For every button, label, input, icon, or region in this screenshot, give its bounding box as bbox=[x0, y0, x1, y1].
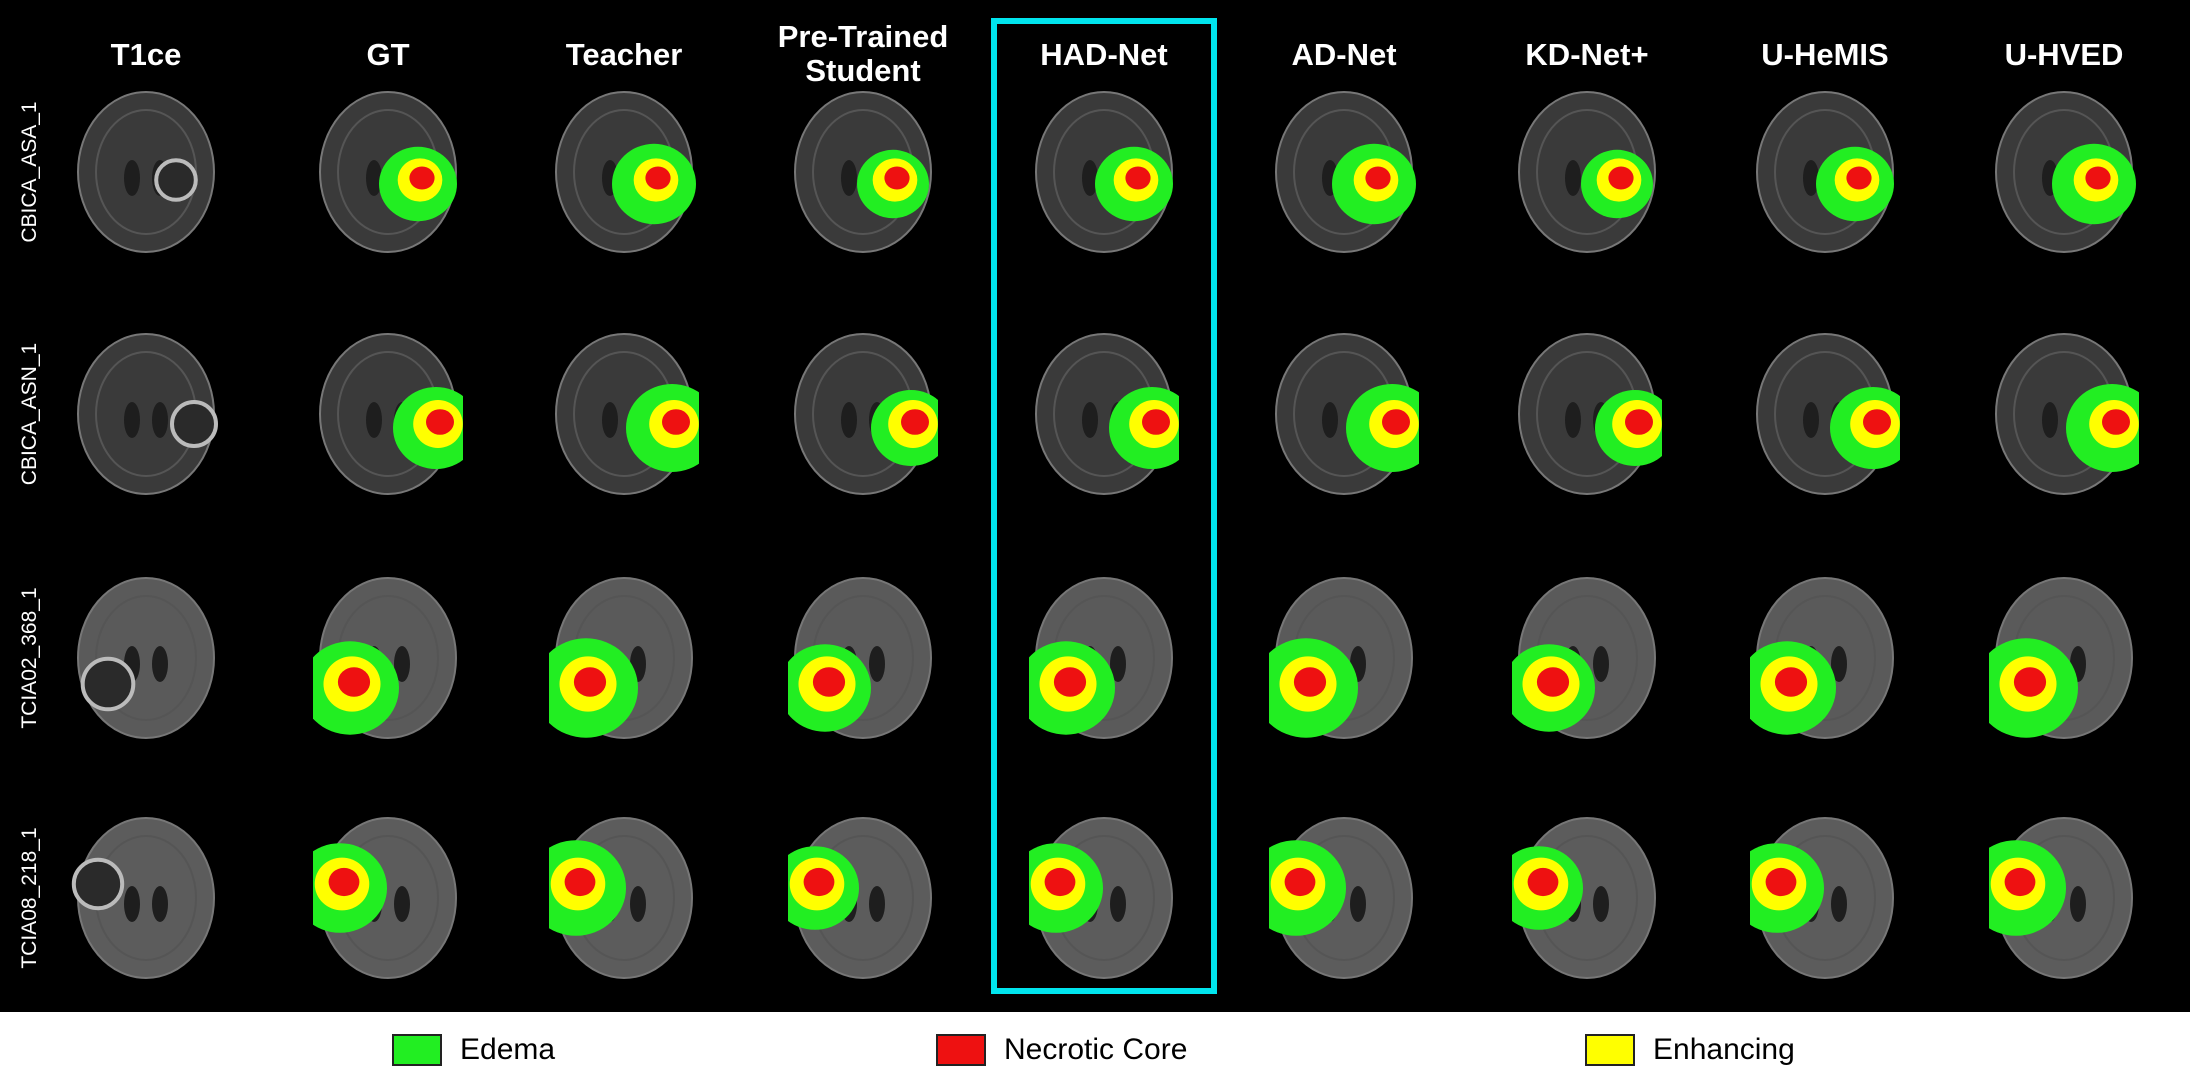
necrotic-region bbox=[1608, 166, 1634, 190]
scan-cell bbox=[313, 817, 457, 979]
brain-slice bbox=[77, 577, 215, 739]
scan-cell bbox=[71, 817, 215, 979]
lesion bbox=[154, 158, 198, 202]
necrotic-region bbox=[564, 867, 596, 897]
necrotic-region bbox=[1125, 166, 1151, 190]
scan-cell bbox=[788, 817, 932, 979]
row-label-cbica-asn-1: CBICA_ASN_1 bbox=[18, 342, 41, 486]
scan-cell bbox=[1518, 333, 1662, 495]
scan-cell bbox=[1518, 91, 1656, 253]
scan-cell bbox=[1029, 577, 1173, 739]
necrotic-region bbox=[901, 409, 929, 435]
necrotic-region bbox=[1765, 867, 1797, 897]
necrotic-region bbox=[1284, 867, 1316, 897]
scan-cell bbox=[1269, 817, 1413, 979]
scan-cell bbox=[1512, 577, 1656, 739]
necrotic-region bbox=[1527, 867, 1559, 897]
legend-item-necrotic-core: Necrotic Core bbox=[936, 1030, 1187, 1070]
column-header-pretrained-student: Pre-Trained Student bbox=[777, 19, 949, 88]
scan-cell bbox=[1756, 333, 1900, 495]
row-label-cbica-asa-1: CBICA_ASA_1 bbox=[18, 101, 41, 243]
column-header-u-hved: U-HVED bbox=[2004, 37, 2124, 72]
legend: Edema Necrotic Core Enhancing bbox=[0, 1012, 2190, 1090]
scan-cell bbox=[1756, 91, 1894, 253]
scan-cell bbox=[1995, 333, 2139, 495]
legend-swatch-enhancing bbox=[1585, 1034, 1635, 1066]
necrotic-region bbox=[409, 166, 435, 190]
scan-cell bbox=[555, 333, 699, 495]
scan-cell bbox=[319, 333, 463, 495]
necrotic-region bbox=[1846, 166, 1872, 190]
brain-slice bbox=[77, 91, 215, 253]
scan-cell bbox=[1029, 817, 1173, 979]
necrotic-region bbox=[1142, 409, 1170, 435]
column-header-ad-net: AD-Net bbox=[1291, 37, 1397, 72]
necrotic-region bbox=[1774, 667, 1808, 697]
necrotic-region bbox=[645, 166, 671, 190]
necrotic-region bbox=[1625, 409, 1653, 435]
column-header-teacher: Teacher bbox=[565, 37, 683, 72]
legend-item-edema: Edema bbox=[392, 1030, 555, 1070]
scan-cell bbox=[1995, 91, 2136, 253]
necrotic-region bbox=[328, 867, 360, 897]
scan-cell bbox=[788, 577, 932, 739]
necrotic-region bbox=[1365, 166, 1391, 190]
row-label-tcia08-218-1: TCIA08_218_1 bbox=[18, 827, 41, 969]
scan-cell bbox=[1035, 91, 1173, 253]
scan-cell bbox=[77, 333, 218, 495]
scan-cell bbox=[549, 577, 693, 739]
scan-cell bbox=[1035, 333, 1179, 495]
scan-cell bbox=[77, 577, 215, 739]
scan-cell bbox=[1269, 577, 1413, 739]
scan-cell bbox=[555, 91, 696, 253]
scan-cell bbox=[1750, 817, 1894, 979]
lesion bbox=[71, 857, 125, 911]
legend-label-edema: Edema bbox=[460, 1033, 556, 1066]
scan-cell bbox=[1989, 817, 2133, 979]
column-header-gt: GT bbox=[366, 37, 410, 72]
necrotic-region bbox=[1382, 409, 1410, 435]
figure-panel: T1ce GT Teacher Pre-Trained Student HAD-… bbox=[0, 0, 2190, 1012]
necrotic-region bbox=[2013, 667, 2047, 697]
scan-cell bbox=[794, 333, 938, 495]
lesion bbox=[170, 400, 218, 448]
scan-cell bbox=[1275, 333, 1419, 495]
lesion bbox=[80, 656, 136, 712]
necrotic-region bbox=[1053, 667, 1087, 697]
column-header-t1ce: T1ce bbox=[110, 37, 182, 72]
column-header-had-net: HAD-Net bbox=[1040, 37, 1168, 72]
scan-cell bbox=[77, 91, 215, 253]
scan-cell bbox=[1989, 577, 2133, 739]
scan-cell bbox=[794, 91, 932, 253]
scan-cell bbox=[313, 577, 457, 739]
legend-swatch-edema bbox=[392, 1034, 442, 1066]
column-header-u-hemis: U-HeMIS bbox=[1761, 37, 1889, 72]
necrotic-region bbox=[2085, 166, 2111, 190]
necrotic-region bbox=[803, 867, 835, 897]
necrotic-region bbox=[1863, 409, 1891, 435]
necrotic-region bbox=[426, 409, 454, 435]
necrotic-region bbox=[2004, 867, 2036, 897]
necrotic-region bbox=[337, 667, 371, 697]
necrotic-region bbox=[812, 667, 846, 697]
legend-label-enhancing: Enhancing bbox=[1653, 1033, 1795, 1066]
necrotic-region bbox=[884, 166, 910, 190]
legend-item-enhancing: Enhancing bbox=[1585, 1030, 1795, 1070]
scan-cell bbox=[549, 817, 693, 979]
necrotic-region bbox=[2102, 409, 2130, 435]
necrotic-region bbox=[662, 409, 690, 435]
necrotic-region bbox=[1536, 667, 1570, 697]
necrotic-region bbox=[573, 667, 607, 697]
necrotic-region bbox=[1293, 667, 1327, 697]
legend-swatch-necrotic-core bbox=[936, 1034, 986, 1066]
column-header-kd-net-plus: KD-Net+ bbox=[1525, 37, 1649, 72]
scan-cell bbox=[1275, 91, 1416, 253]
legend-label-necrotic-core: Necrotic Core bbox=[1004, 1033, 1188, 1066]
scan-cell bbox=[1512, 817, 1656, 979]
row-label-tcia02-368-1: TCIA02_368_1 bbox=[18, 587, 41, 729]
scan-cell bbox=[1750, 577, 1894, 739]
necrotic-region bbox=[1044, 867, 1076, 897]
scan-cell bbox=[319, 91, 457, 253]
had-net-highlight-box bbox=[991, 18, 1217, 994]
